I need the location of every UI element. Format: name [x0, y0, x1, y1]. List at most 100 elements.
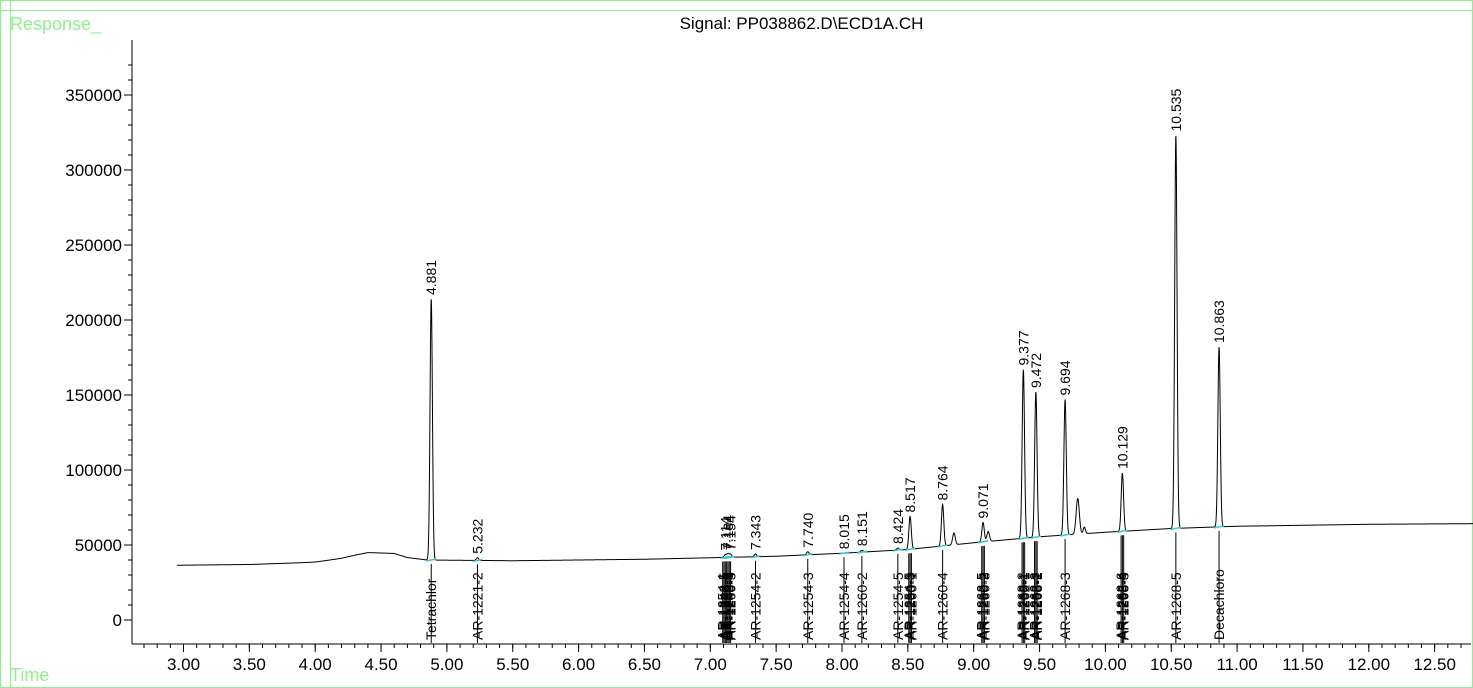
- compound-label: AR-1268-3: [1116, 572, 1132, 640]
- compound-label: Tetrachlor: [423, 578, 439, 640]
- x-tick-label: 4.50: [365, 655, 398, 674]
- x-tick-label: 9.00: [957, 655, 990, 674]
- baseline-marker: [904, 547, 916, 552]
- compound-label: AR-1254-3: [800, 572, 816, 640]
- compound-label: AR-1221-2: [469, 572, 485, 640]
- peak-label: 7.343: [747, 515, 763, 550]
- x-tick-label: 3.00: [167, 655, 200, 674]
- y-tick-label: 150000: [65, 386, 122, 405]
- peak-label: 10.535: [1168, 88, 1184, 131]
- frame-inner-left-line: [10, 0, 11, 688]
- compound-label: AR-1248-5: [716, 572, 732, 640]
- peak-label: 8.764: [935, 465, 951, 500]
- baseline-marker: [1059, 533, 1071, 537]
- baseline-marker: [1018, 536, 1029, 540]
- x-tick-label: 12.50: [1413, 655, 1456, 674]
- y-tick-label: 300000: [65, 161, 122, 180]
- x-tick-label: 10.00: [1084, 655, 1127, 674]
- x-tick-label: 3.50: [233, 655, 266, 674]
- peak-label: 7.154: [723, 515, 739, 550]
- x-tick-label: 6.50: [628, 655, 661, 674]
- baseline-marker: [977, 540, 989, 544]
- peak-label: 8.151: [854, 511, 870, 546]
- peak-label: 9.694: [1057, 360, 1073, 395]
- compound-label: AR-1268-2: [1014, 572, 1030, 640]
- compound-label: AR-1248-4: [721, 572, 737, 640]
- compound-label: AR-1260-6: [719, 572, 735, 640]
- y-tick-label: 350000: [65, 86, 122, 105]
- baseline-marker: [937, 544, 948, 548]
- compound-label: AR-1254-5: [901, 572, 917, 640]
- baseline-marker: [892, 548, 903, 552]
- peak-label: 5.232: [469, 519, 485, 554]
- compound-label: AR-1262-3: [1027, 572, 1043, 640]
- x-tick-label: 7.50: [760, 655, 793, 674]
- compound-label: AR-1260-1: [903, 572, 919, 640]
- peak-label: 9.071: [975, 483, 991, 518]
- compound-label: AR-1260-2: [975, 572, 991, 640]
- y-tick-label: 50000: [75, 536, 122, 555]
- peak-label: 7.134: [720, 515, 736, 550]
- compound-label: Decachloro: [1211, 569, 1227, 640]
- baseline-marker: [725, 555, 736, 560]
- x-tick-label: 6.00: [562, 655, 595, 674]
- baseline-marker: [802, 553, 813, 557]
- signal-title: Signal: PP038862.D\ECD1A.CH: [679, 14, 924, 33]
- compound-label: AR-1260-2: [854, 572, 870, 640]
- x-tick-label: 4.00: [299, 655, 332, 674]
- x-tick-label: 10.50: [1150, 655, 1193, 674]
- x-tick-label: 5.00: [430, 655, 463, 674]
- peak-label: 8.517: [902, 477, 918, 512]
- compound-label: AR-1262-1: [1017, 572, 1033, 640]
- peak-label: 8.015: [836, 514, 852, 549]
- y-tick-label: 0: [113, 611, 122, 630]
- compound-label: AR-1262-6: [1113, 572, 1129, 640]
- baseline-marker: [472, 558, 483, 563]
- x-tick-label: 8.00: [825, 655, 858, 674]
- y-tick-label: 200000: [65, 311, 122, 330]
- x-tick-label: 9.50: [1023, 655, 1056, 674]
- baseline-marker: [1213, 525, 1225, 529]
- y-tick-label: 100000: [65, 461, 122, 480]
- baseline-marker: [838, 551, 850, 555]
- baseline-marker: [1117, 529, 1128, 534]
- compound-label: AR-1262-5: [974, 572, 990, 640]
- compound-label: AR-1268-3: [1057, 572, 1073, 640]
- frame-inner-top-line: [0, 10, 1473, 11]
- compound-label: AR-1268-4: [1114, 572, 1130, 640]
- compound-label: AR-1254-4: [836, 572, 852, 640]
- compound-label: AR-1254-5: [890, 572, 906, 640]
- x-tick-label: 11.00: [1216, 655, 1257, 674]
- baseline-marker: [426, 558, 437, 562]
- compound-label: AR-1268-1: [1029, 572, 1045, 640]
- peak-label: 9.472: [1028, 353, 1044, 388]
- response-axis-label: Response_: [10, 14, 102, 34]
- peak-label: 8.424: [890, 509, 906, 544]
- y-tick-label: 250000: [65, 236, 122, 255]
- x-tick-label: 7.00: [694, 655, 727, 674]
- peak-label: 10.129: [1114, 426, 1130, 469]
- x-tick-label: 5.50: [496, 655, 529, 674]
- compound-label: AR-1268-5: [1168, 572, 1184, 640]
- peak-label: 7.114: [717, 517, 733, 551]
- compound-label: AR-1260-3: [902, 572, 918, 640]
- peak-label: 9.377: [1015, 330, 1031, 365]
- peak-label: 10.863: [1211, 300, 1227, 343]
- x-tick-label: 12.00: [1348, 655, 1391, 674]
- compound-label: AR-1260-3: [976, 572, 992, 640]
- time-axis-label: Time: [10, 665, 50, 685]
- baseline-marker: [1030, 535, 1042, 539]
- chromatogram-trace: [176, 136, 1473, 566]
- baseline-marker: [856, 550, 868, 554]
- compound-label: AR-1268-2: [1028, 572, 1044, 640]
- compound-label: AR-1268-1: [1015, 572, 1031, 640]
- compound-label: AR-1254-2: [747, 572, 763, 640]
- peak-label: 4.881: [423, 260, 439, 295]
- baseline-marker: [1170, 526, 1182, 531]
- baseline-marker: [750, 554, 761, 559]
- x-tick-label: 8.50: [891, 655, 924, 674]
- peak-label: 7.740: [800, 513, 816, 548]
- compound-label: AR-1260-4: [935, 572, 951, 640]
- x-tick-label: 11.50: [1282, 655, 1323, 674]
